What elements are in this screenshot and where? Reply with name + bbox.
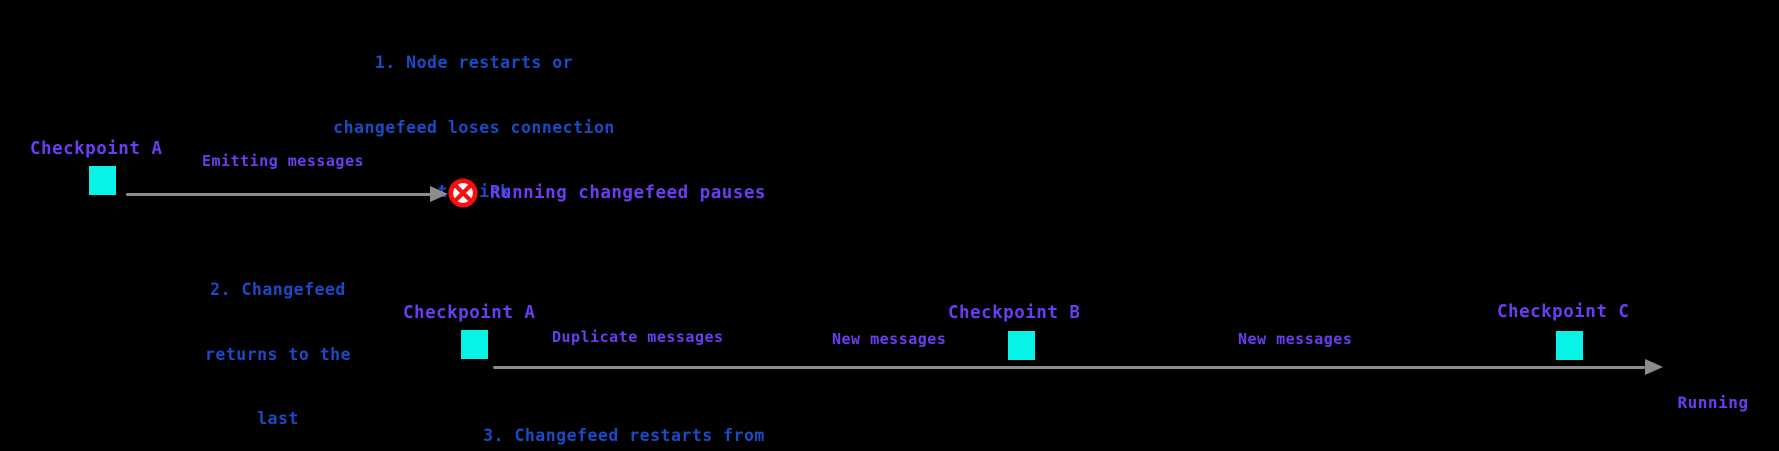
checkpoint-a-bottom-label: Checkpoint A [403, 303, 536, 323]
checkpoint-marker-c [1556, 331, 1583, 360]
step2-line: last [257, 409, 299, 428]
step3-line: 3. Changefeed restarts from [483, 426, 765, 445]
timeline-top-arrowhead-icon [430, 186, 448, 202]
resume-line: Running [1677, 393, 1749, 412]
duplicate-messages-label: Duplicate messages [552, 328, 724, 346]
emitting-messages-label: Emitting messages [202, 152, 365, 170]
resume-label: Running changefeed resumes [1643, 350, 1779, 451]
step2-line: 2. Changefeed [210, 280, 346, 299]
checkpoint-c-label: Checkpoint C [1497, 302, 1630, 322]
pause-label: Running changefeed pauses [490, 183, 766, 203]
checkpoint-marker-b [1008, 331, 1035, 360]
checkpoint-a-top-label: Checkpoint A [30, 139, 163, 159]
checkpoint-marker-a-top [89, 166, 116, 195]
step2-annotation: 2. Changefeed returns to the last checkp… [148, 236, 408, 451]
new-messages-label-1: New messages [832, 330, 947, 348]
step3-annotation: 3. Changefeed restarts from last checkpo… [474, 382, 774, 451]
step1-line: 1. Node restarts or [374, 53, 574, 72]
step2-line: returns to the [204, 344, 352, 364]
checkpoint-b-label: Checkpoint B [948, 303, 1081, 323]
step1-annotation: 1. Node restarts or changefeed loses con… [314, 9, 634, 246]
timeline-top-line [126, 193, 432, 196]
error-x-icon [448, 178, 478, 208]
checkpoint-marker-a-bottom [461, 330, 488, 359]
step1-line: changefeed loses connection [333, 117, 615, 137]
timeline-bottom-line [493, 366, 1645, 369]
timeline-bottom-arrowhead-icon [1645, 359, 1663, 375]
new-messages-label-2: New messages [1238, 330, 1353, 348]
